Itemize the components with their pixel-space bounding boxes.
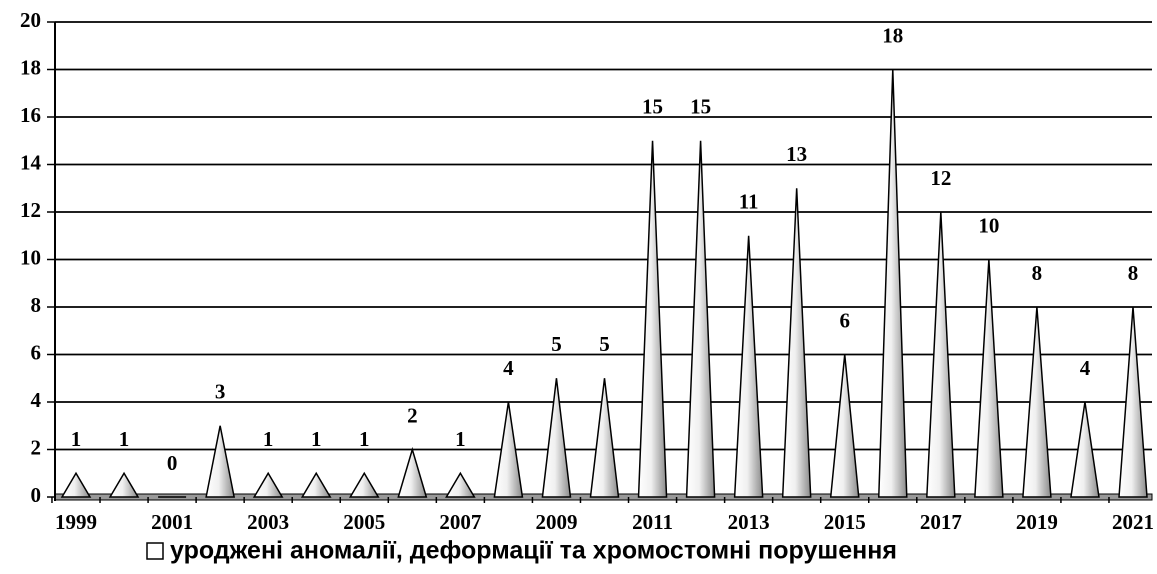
x-tick-label: 2009 bbox=[535, 510, 577, 534]
cone bbox=[733, 235, 764, 498]
cone bbox=[926, 211, 956, 498]
y-tick-label: 8 bbox=[31, 293, 42, 317]
x-tick-label: 2001 bbox=[151, 510, 193, 534]
cone bbox=[685, 140, 716, 498]
x-tick-label: 2015 bbox=[824, 510, 866, 534]
cone bbox=[252, 471, 284, 498]
cone bbox=[348, 471, 380, 498]
data-label: 13 bbox=[786, 142, 807, 166]
data-label: 5 bbox=[551, 332, 562, 356]
y-tick-label: 16 bbox=[20, 103, 41, 127]
data-label: 18 bbox=[882, 23, 903, 47]
x-tick-label: 2017 bbox=[920, 510, 962, 534]
cone bbox=[829, 354, 860, 498]
data-label: 15 bbox=[690, 95, 711, 119]
x-tick-label: 2007 bbox=[439, 510, 481, 534]
data-label: 3 bbox=[215, 380, 226, 404]
data-label: 1 bbox=[71, 427, 82, 451]
data-label: 6 bbox=[839, 308, 850, 332]
x-tick-label: 2019 bbox=[1016, 510, 1058, 534]
y-tick-label: 6 bbox=[31, 340, 42, 364]
data-label: 12 bbox=[930, 166, 951, 190]
x-tick-label: 2021 bbox=[1112, 510, 1154, 534]
data-label: 4 bbox=[1080, 356, 1091, 380]
cone bbox=[300, 471, 332, 498]
data-label: 1 bbox=[455, 427, 466, 451]
data-label: 5 bbox=[599, 332, 610, 356]
cone bbox=[1070, 401, 1100, 498]
y-tick-label: 18 bbox=[20, 55, 41, 79]
cone bbox=[637, 140, 668, 498]
y-tick-label: 14 bbox=[20, 150, 42, 174]
data-label: 10 bbox=[978, 213, 999, 237]
y-tick-label: 2 bbox=[31, 435, 42, 459]
cone bbox=[60, 471, 92, 498]
cone bbox=[445, 471, 476, 498]
cone bbox=[877, 69, 908, 498]
data-label: 4 bbox=[503, 356, 514, 380]
legend-swatch bbox=[146, 542, 164, 560]
y-tick-label: 0 bbox=[31, 483, 42, 507]
y-tick-label: 10 bbox=[20, 245, 41, 269]
data-label: 1 bbox=[263, 427, 274, 451]
cone bbox=[589, 378, 620, 498]
y-tick-label: 4 bbox=[31, 388, 42, 412]
data-label: 1 bbox=[359, 427, 370, 451]
cone bbox=[108, 471, 140, 498]
cone bbox=[205, 425, 236, 498]
x-tick-label: 2003 bbox=[247, 510, 289, 534]
cone bbox=[541, 378, 572, 498]
data-label: 11 bbox=[739, 190, 759, 214]
data-label: 1 bbox=[119, 427, 130, 451]
data-label: 0 bbox=[167, 451, 178, 475]
cone bbox=[974, 259, 1004, 498]
data-label: 2 bbox=[407, 403, 418, 427]
data-label: 8 bbox=[1032, 261, 1043, 285]
cone bbox=[493, 401, 524, 498]
x-tick-label: 1999 bbox=[55, 510, 97, 534]
x-tick-label: 2005 bbox=[343, 510, 385, 534]
x-tick-label: 2011 bbox=[632, 510, 673, 534]
x-tick-label: 2013 bbox=[728, 510, 770, 534]
cone bbox=[1118, 306, 1148, 498]
legend-label: уроджені аномалії, деформації та хромост… bbox=[170, 537, 897, 565]
data-label: 15 bbox=[642, 95, 663, 119]
data-label: 1 bbox=[311, 427, 322, 451]
cone bbox=[1022, 306, 1052, 498]
cone bbox=[781, 188, 812, 498]
y-tick-label: 20 bbox=[20, 8, 41, 32]
cone bbox=[397, 446, 428, 498]
data-label: 8 bbox=[1128, 261, 1139, 285]
y-tick-label: 12 bbox=[20, 198, 41, 222]
